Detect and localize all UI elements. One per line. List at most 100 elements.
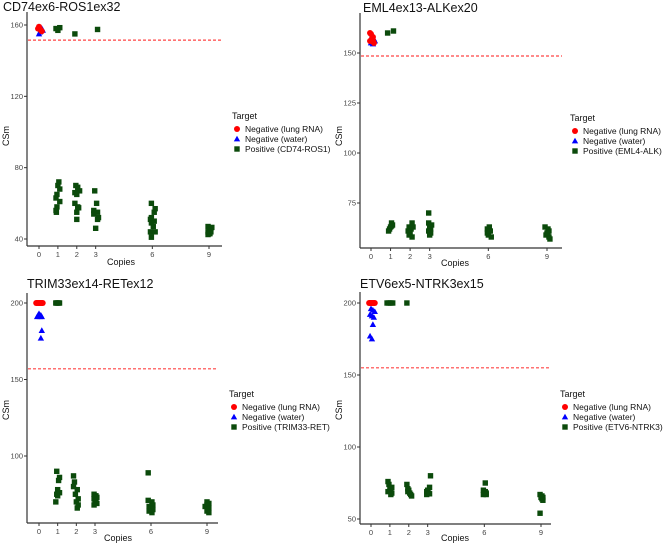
legend-marker-square [231,424,237,430]
data-point-square [94,216,101,223]
data-point-square [72,200,78,207]
chart-panel-4: ETV6ex5-NTRK3ex15 50 100 150 200 0 1 2 3 6 9 Copies… [334,277,663,543]
x-tick-label: 9 [207,250,211,259]
data-point-circle [371,300,378,306]
y-tick-label: 100 [343,149,356,158]
y-tick-label: 50 [348,515,356,524]
y-axis-label: CSm [334,400,344,420]
data-point-square [151,209,157,215]
data-point-square [75,496,81,502]
x-tick-label: 2 [408,252,412,261]
legend-marker-triangle [571,137,579,144]
data-point-square [388,487,394,493]
data-point-square [427,473,434,479]
legend-marker-circle [231,404,237,410]
data-point-circle [368,36,375,42]
legend: Target Negative (lung RNA)Negative (water… [232,111,331,154]
data-point-square [149,499,155,505]
y-axis-label: CSm [334,126,344,146]
data-point-square [56,474,63,481]
data-point-square [408,493,415,499]
data-point-square [483,491,489,498]
legend-title: Target [560,389,586,399]
data-point-square [152,205,158,212]
data-point-square [386,481,392,488]
data-point-square [56,300,63,306]
y-axis-label: CSm [1,126,11,146]
data-point-square [542,224,548,230]
data-point-square [540,497,546,503]
x-tick-label: 1 [388,252,392,261]
data-point-square [482,480,488,486]
data-point-square [385,488,391,495]
data-point-square [94,494,100,501]
data-point-square [205,231,211,238]
x-axis-label: Copies [104,533,133,543]
data-point-square [54,468,60,474]
data-point-square [388,491,394,498]
legend-entry: Positive (TRIM33-RET) [242,422,330,432]
y-tick-label: 150 [10,375,23,384]
data-point-square [57,24,63,31]
data-point-square [54,204,60,210]
data-point-square [54,486,61,493]
chart-title: ETV6ex5-NTRK3ex15 [360,277,484,291]
x-tick-label: 3 [94,250,98,259]
data-point-square [92,188,98,194]
data-point-square [404,300,410,306]
data-point-square [147,216,154,223]
data-point-square [537,510,543,516]
legend-marker-triangle [230,413,238,420]
legend-title: Target [232,111,258,121]
legend-marker-circle [234,126,240,132]
x-axis-label: Copies [107,257,136,267]
data-point-square [148,220,155,226]
y-axis-label: CSm [1,400,11,420]
y-tick-label: 160 [10,21,23,30]
data-point-square [53,499,59,505]
legend-marker-triangle [233,135,241,142]
data-point-square [204,502,210,508]
data-point-square [426,491,433,497]
legend-entry: Negative (water) [573,412,636,422]
y-tick-label: 150 [343,371,356,380]
data-point-square [93,200,100,207]
data-point-square [91,502,97,508]
x-tick-label: 3 [426,528,430,537]
x-axis-label: Copies [441,258,470,268]
data-point-square [74,216,80,223]
data-point-square [55,182,61,189]
data-point-square [55,477,62,484]
x-tick-label: 1 [56,527,60,536]
data-point-square [150,506,156,513]
legend-entry: Negative (water) [245,134,308,144]
y-tick-label: 80 [15,163,23,172]
data-point-square [53,209,60,215]
data-point-triangle [370,314,378,320]
data-point-square [488,234,494,240]
x-tick-label: 0 [369,528,373,537]
data-point-square [73,499,80,505]
chart-title: TRIM33ex14-RETex12 [27,277,153,291]
legend-marker-square [562,424,568,430]
legend-marker-circle [572,128,578,134]
data-point-square [151,218,157,224]
data-point-square [410,224,416,230]
data-point-square [547,236,553,242]
data-point-square [388,223,395,229]
data-point-square [152,229,158,235]
legend-entry: Positive (ETV6-NTRK3) [573,422,663,432]
y-tick-label: 150 [343,49,356,58]
legend: Target Negative (lung RNA)Negative (water… [560,389,663,432]
data-point-square [56,490,63,496]
x-tick-label: 9 [545,252,549,261]
data-point-square [76,188,83,194]
data-point-square [404,481,410,488]
x-tick-label: 3 [428,252,432,261]
x-tick-label: 0 [37,527,41,536]
y-tick-label: 100 [343,443,356,452]
x-tick-label: 0 [369,252,373,261]
data-point-square [209,224,215,231]
data-point-square [480,491,487,498]
x-tick-label: 2 [75,250,79,259]
